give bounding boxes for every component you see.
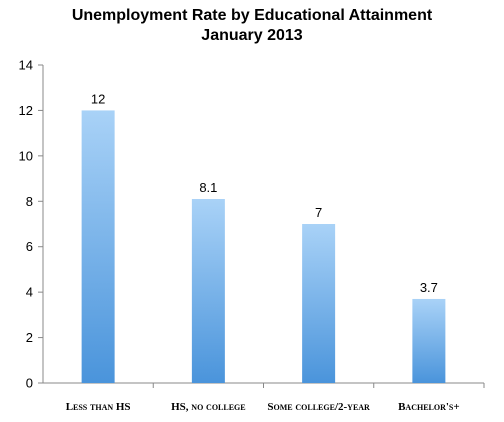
data-label: 3.7 <box>420 280 438 295</box>
x-tick-label: Bachelor's+ <box>398 401 460 413</box>
y-tick-label: 10 <box>19 148 33 163</box>
y-tick-label: 14 <box>19 58 33 73</box>
chart-title-line: Unemployment Rate by Educational Attainm… <box>71 7 433 24</box>
chart-title: Unemployment Rate by Educational Attainm… <box>0 6 504 46</box>
y-tick-label: 0 <box>26 376 33 391</box>
bar <box>81 110 115 383</box>
y-tick-label: 4 <box>26 285 33 300</box>
x-tick-label: Less than HS <box>66 401 131 413</box>
y-tick-label: 12 <box>19 103 33 118</box>
chart-subtitle: January 2013 <box>201 27 303 44</box>
data-label: 7 <box>315 205 322 220</box>
bar <box>412 298 446 383</box>
y-tick-label: 8 <box>26 194 33 209</box>
bar <box>302 224 336 383</box>
data-label: 8.1 <box>199 180 217 195</box>
x-tick-label: HS, no college <box>171 401 246 413</box>
y-tick-label: 2 <box>26 330 33 345</box>
data-label: 12 <box>91 91 105 106</box>
bar <box>191 199 225 383</box>
y-tick-label: 6 <box>26 239 33 254</box>
x-tick-label: Some college/2-year <box>267 401 370 413</box>
